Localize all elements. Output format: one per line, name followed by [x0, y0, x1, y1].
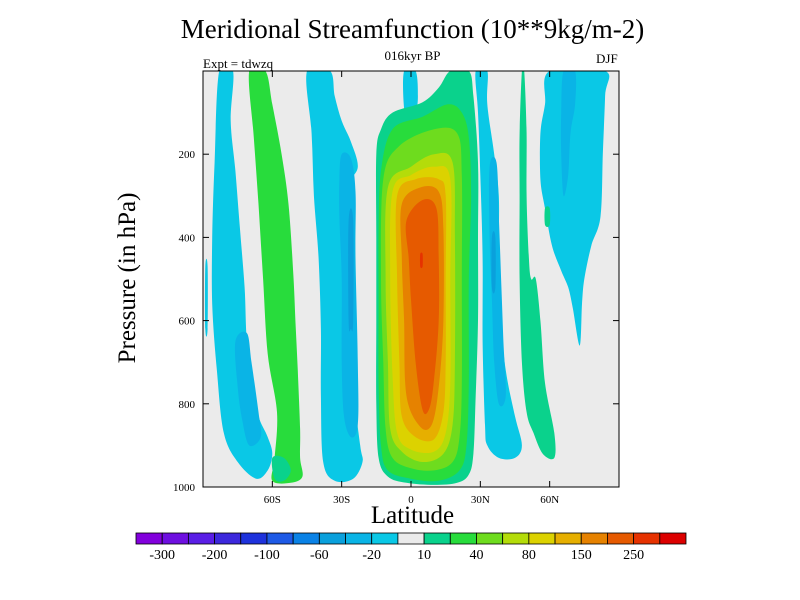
contour-north-polar-medium — [560, 71, 577, 197]
contour-southern-ferrel-teal — [271, 455, 291, 482]
colorbar-box — [292, 532, 320, 545]
x-axis-label: Latitude — [370, 502, 455, 529]
colorbar-box — [476, 532, 504, 545]
chart-title: Meridional Streamfunction (10**9kg/m-2) — [180, 14, 645, 44]
colorbar-box — [502, 532, 530, 545]
colorbar-box — [318, 532, 346, 545]
colorbar-label: 80 — [522, 548, 536, 563]
chart-subtitle: 016kyr BP — [384, 48, 441, 63]
colorbar-label: 10 — [417, 548, 431, 563]
colorbar-box — [345, 532, 373, 545]
colorbar-label: 40 — [469, 548, 483, 563]
colorbar-label: 250 — [623, 548, 644, 563]
contour-south-mid-dark — [348, 208, 354, 332]
colorbar-box — [580, 532, 608, 545]
colorbar-label: -200 — [202, 548, 228, 563]
colorbar-label: -300 — [149, 548, 175, 563]
contour-north-mid-dark — [491, 231, 496, 294]
contour-south-polar-edge — [205, 258, 208, 337]
y-tick-label: 200 — [179, 149, 196, 161]
x-tick-label: 0 — [408, 494, 414, 506]
colorbar-box — [528, 532, 556, 545]
colorbar-box — [161, 532, 189, 545]
colorbar-label: -100 — [254, 548, 280, 563]
colorbar-label: -20 — [362, 548, 381, 563]
season-label: DJF — [596, 51, 618, 66]
y-tick-label: 1000 — [173, 482, 196, 494]
colorbar-box — [397, 532, 425, 545]
x-tick-label: 30S — [333, 494, 350, 506]
contour-hadley-red — [419, 252, 423, 269]
colorbar-box — [607, 532, 635, 545]
colorbar-box — [423, 532, 451, 545]
contour-group — [205, 71, 610, 485]
contour-north-polar-light — [539, 71, 610, 346]
contour-southern-ferrel-green — [248, 71, 303, 484]
y-tick-label: 400 — [179, 232, 196, 244]
colorbar-box — [449, 532, 477, 545]
colorbar-label: 150 — [571, 548, 592, 563]
x-tick-label: 60N — [540, 494, 559, 506]
colorbar-box — [266, 532, 294, 545]
x-tick-label: 30N — [471, 494, 490, 506]
colorbar-box — [554, 532, 582, 545]
y-tick-label: 800 — [179, 399, 196, 411]
y-tick-label: 600 — [179, 316, 196, 328]
x-tick-label: 60S — [264, 494, 281, 506]
contour-hadley-darkorange — [405, 199, 440, 415]
colorbar-box — [135, 532, 163, 545]
contour-north-mid-medium — [488, 156, 506, 407]
experiment-label: Expt = tdwzq — [203, 56, 274, 71]
contour-southern-cell-medium — [234, 331, 262, 447]
colorbar-label: -60 — [310, 548, 329, 563]
colorbar-box — [240, 532, 268, 545]
colorbar-box — [371, 532, 399, 545]
colorbar-box — [659, 532, 687, 545]
colorbar-box — [214, 532, 242, 545]
contour-southern-cell-light — [211, 71, 273, 479]
contour-north-polar-small-teal — [544, 206, 551, 227]
colorbar-box — [633, 532, 661, 545]
colorbar-box — [187, 532, 215, 545]
contour-north-mid-teal — [519, 71, 556, 460]
